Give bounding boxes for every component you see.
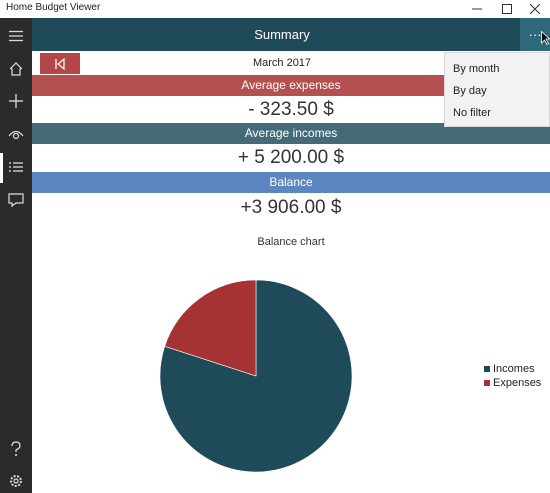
pie-chart <box>159 279 353 473</box>
average-incomes-value: + 5 200.00 $ <box>237 147 345 168</box>
feedback-icon <box>8 193 24 208</box>
maximize-icon <box>502 4 512 14</box>
add-icon <box>9 94 23 108</box>
help-icon <box>11 441 21 456</box>
period-row: March 2017 <box>32 51 550 75</box>
minimize-button[interactable] <box>462 0 492 18</box>
nav-rail <box>0 18 32 493</box>
chart-title: Balance chart <box>257 236 325 248</box>
pie-slice-expenses <box>164 279 257 377</box>
menu-item-by-month[interactable]: By month <box>453 63 500 75</box>
legend-swatch-incomes <box>484 366 490 372</box>
title-bar: Home Budget Viewer <box>0 0 550 18</box>
filter-menu: By month By day No filter <box>444 52 550 127</box>
close-button[interactable] <box>520 0 550 18</box>
close-icon <box>530 4 540 14</box>
view-icon <box>8 130 24 140</box>
settings-icon <box>10 475 22 487</box>
minimize-icon <box>472 8 482 10</box>
legend-item-expenses: Expenses <box>484 376 541 390</box>
legend-item-incomes: Incomes <box>484 362 541 376</box>
period-label: March 2017 <box>252 57 312 69</box>
balance-value: +3 906.00 $ <box>240 197 342 218</box>
nav-view[interactable] <box>0 119 32 149</box>
menu-item-no-filter[interactable]: No filter <box>453 107 491 119</box>
home-icon <box>9 62 23 76</box>
nav-summary[interactable] <box>0 153 32 183</box>
nav-add[interactable] <box>0 86 32 116</box>
list-icon <box>9 162 23 172</box>
previous-period-button[interactable] <box>40 53 80 74</box>
legend-swatch-expenses <box>484 380 490 386</box>
nav-home[interactable] <box>0 54 32 84</box>
average-expenses-header: Average expenses <box>32 75 550 96</box>
active-indicator <box>0 153 3 183</box>
maximize-button[interactable] <box>492 0 522 18</box>
menu-icon <box>9 30 23 42</box>
nav-feedback[interactable] <box>0 185 32 215</box>
balance-header: Balance <box>32 172 550 193</box>
hamburger-menu-button[interactable] <box>0 21 32 51</box>
menu-item-by-day[interactable]: By day <box>453 85 487 97</box>
legend-label-incomes: Incomes <box>493 363 535 375</box>
average-expenses-value: - 323.50 $ <box>248 99 334 120</box>
skip-back-icon <box>55 57 65 70</box>
nav-help[interactable] <box>0 434 32 464</box>
legend-label-expenses: Expenses <box>493 377 542 389</box>
more-icon: ··· <box>528 27 542 42</box>
page-title: Summary <box>254 27 310 42</box>
mouse-cursor-icon <box>541 31 550 45</box>
average-incomes-header: Average incomes <box>32 123 550 144</box>
app-header: Summary ··· <box>32 18 550 51</box>
chart-legend: Incomes Expenses <box>484 362 541 390</box>
window-title: Home Budget Viewer <box>6 2 101 13</box>
nav-settings[interactable] <box>0 466 32 493</box>
